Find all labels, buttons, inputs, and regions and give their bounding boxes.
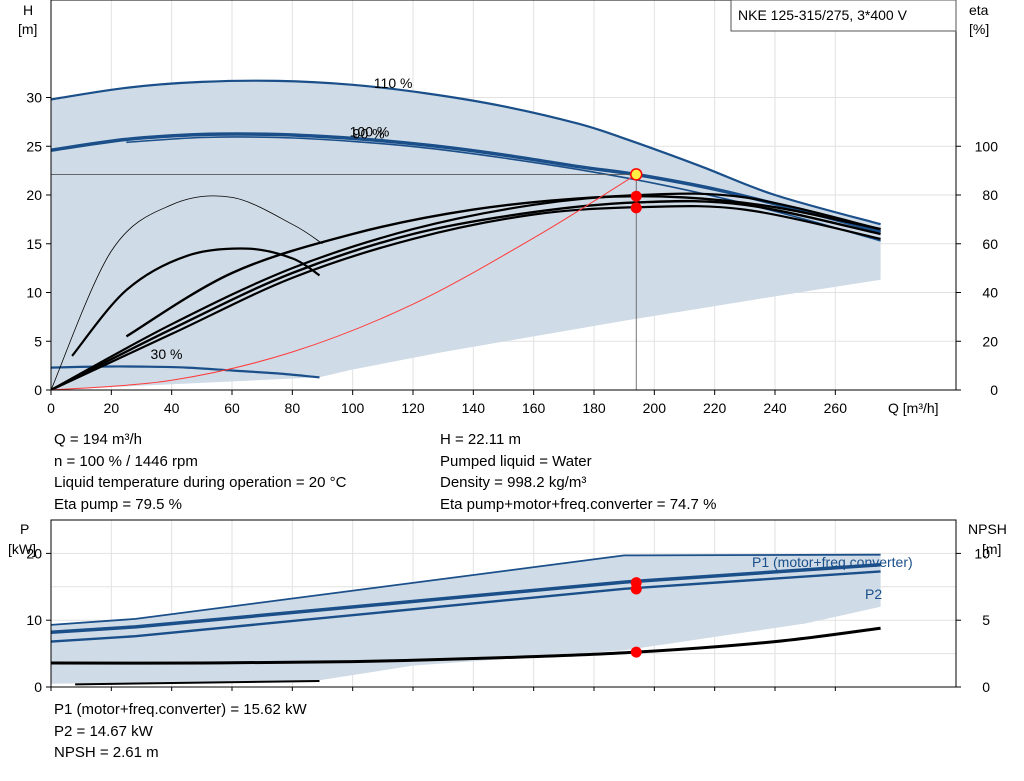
flow-tick-label: 200 — [643, 400, 667, 416]
flow-tick-label: 80 — [285, 400, 301, 416]
flow-tick-label: 180 — [582, 400, 606, 416]
flow-tick-label: 0 — [47, 400, 55, 416]
head-duty-points — [629, 168, 643, 214]
eta-tick-label: 100 — [975, 138, 999, 154]
duty-info-right: H = 22.11 m Pumped liquid = Water Densit… — [440, 429, 716, 515]
info-eta-total: Eta pump+motor+freq.converter = 74.7 % — [440, 495, 717, 513]
power-duty-points — [630, 577, 642, 658]
duty-info-left: Q = 194 m³/h n = 100 % / 1446 rpm Liquid… — [54, 429, 346, 515]
eta-curve-3 — [125, 194, 881, 338]
flow-tick-label: 60 — [224, 400, 240, 416]
power-chart: 0 10 20 0 5 10 P [kW] NPSH [m] P1 (motor+freq… — [8, 519, 1007, 695]
eta-tick-label: 0 — [990, 382, 998, 398]
info-temperature: Liquid temperature during operation = 20… — [54, 474, 347, 491]
eta-curve-2 — [71, 247, 321, 357]
power-operating-envelope — [51, 554, 881, 684]
power-axis-label-symbol: P — [20, 521, 29, 537]
speed-label: 100 % — [350, 124, 390, 140]
power-curve-p2 — [51, 570, 881, 643]
flow-tick-label: 20 — [104, 400, 120, 416]
head-axis-ticks: 0 20 40 60 80 100 120 140 160 180 200 220 240 2600510… — [26, 90, 998, 417]
system-curve — [51, 174, 637, 390]
npsh-tick-label: 5 — [982, 612, 990, 628]
legend-p2: P2 — [865, 586, 882, 602]
speed-label: 30 % — [151, 346, 183, 362]
npsh-curve — [51, 626, 881, 665]
eta-curve-5 — [51, 199, 881, 390]
flow-tick-label: 220 — [703, 400, 727, 416]
power-tick-label: 0 — [34, 679, 42, 695]
power-plot-frame — [50, 519, 957, 688]
flow-tick-label: 140 — [462, 400, 486, 416]
duty-point-head — [629, 168, 643, 181]
power-axis-ticks: 0 10 20 0 5 10 — [26, 545, 990, 695]
eta-tick-label: 80 — [982, 187, 998, 203]
npsh-tick-label: 10 — [974, 545, 990, 561]
info-p2: P2 = 14.67 kW — [54, 722, 153, 740]
head-tick-label: 25 — [26, 138, 42, 154]
info-head: H = 22.11 m — [440, 431, 522, 448]
power-curves — [51, 553, 881, 686]
flow-axis-label: Q [m³/h] — [888, 400, 939, 416]
eta-tick-label: 60 — [982, 236, 998, 252]
max-power-curve — [51, 553, 881, 626]
head-operating-envelope — [51, 80, 881, 390]
head-curves — [51, 79, 882, 379]
power-info: P1 (motor+freq.converter) = 15.62 kW P2 … — [54, 699, 307, 764]
eta-axis-label-unit: [%] — [969, 21, 989, 37]
duty-point-p2 — [630, 583, 642, 595]
duty-point-eta-1 — [630, 190, 642, 202]
info-speed: n = 100 % / 1446 rpm — [54, 452, 198, 470]
npsh-axis-label-unit: [m] — [982, 541, 1001, 557]
flow-tick-label: 240 — [763, 400, 787, 416]
npsh-tick-label: 0 — [982, 679, 990, 695]
info-eta-pump: Eta pump = 79.5 % — [54, 495, 182, 513]
power-tick-label: 10 — [26, 612, 42, 628]
flow-tick-label: 40 — [164, 400, 180, 416]
duty-point-npsh — [630, 646, 642, 658]
power-curve-p1 — [51, 563, 881, 634]
chart-title: NKE 125-315/275, 3*400 V — [738, 7, 908, 23]
eta-curve-4 — [51, 192, 881, 390]
eta-axis-label-symbol: eta — [969, 2, 989, 18]
head-tick-label: 0 — [34, 382, 42, 398]
info-density: Density = 998.2 kg/m³ — [440, 474, 587, 491]
npsh-axis-label-symbol: NPSH — [968, 521, 1007, 537]
head-tick-label: 30 — [26, 90, 42, 106]
npsh-low-speed-curve — [75, 679, 320, 686]
eta-curve-1 — [51, 195, 323, 390]
head-tick-label: 15 — [26, 236, 42, 252]
head-axis-label-unit: [m] — [18, 21, 37, 37]
eta-tick-label: 20 — [982, 333, 998, 349]
flow-tick-label: 120 — [401, 400, 425, 416]
duty-point-eta-2 — [630, 202, 642, 214]
head-axis-label-symbol: H — [23, 2, 33, 18]
info-liquid: Pumped liquid = Water — [440, 452, 592, 470]
eta-tick-label: 40 — [982, 285, 998, 301]
head-tick-label: 10 — [26, 285, 42, 301]
head-speed-labels: 110 % 100 %90 % 30 % — [151, 75, 413, 362]
eta-curve-6 — [51, 205, 881, 390]
power-tick-label: 20 — [26, 545, 42, 561]
info-p1: P1 (motor+freq.converter) = 15.62 kW — [54, 701, 307, 718]
power-axis-label-unit: [kW] — [8, 541, 36, 557]
info-flow: Q = 194 m³/h — [54, 431, 142, 448]
legend-p1: P1 (motor+freq.converter) — [752, 554, 913, 570]
flow-tick-label: 160 — [522, 400, 546, 416]
info-npsh: NPSH = 2.61 m — [54, 744, 159, 761]
head-curve-1 — [51, 79, 881, 226]
speed-label: 110 % — [374, 75, 413, 91]
flow-tick-label: 260 — [824, 400, 848, 416]
head-curve-2 — [51, 132, 882, 234]
head-tick-label: 20 — [26, 187, 42, 203]
head-tick-label: 5 — [34, 333, 42, 349]
flow-tick-label: 100 — [341, 400, 365, 416]
head-chart: 0 20 40 60 80 100 120 140 160 180 200 220 240 2600510… — [18, 0, 998, 416]
speed-label: 90 % — [353, 125, 385, 141]
chart-title-box — [730, 0, 957, 32]
eta-curves — [51, 192, 881, 390]
